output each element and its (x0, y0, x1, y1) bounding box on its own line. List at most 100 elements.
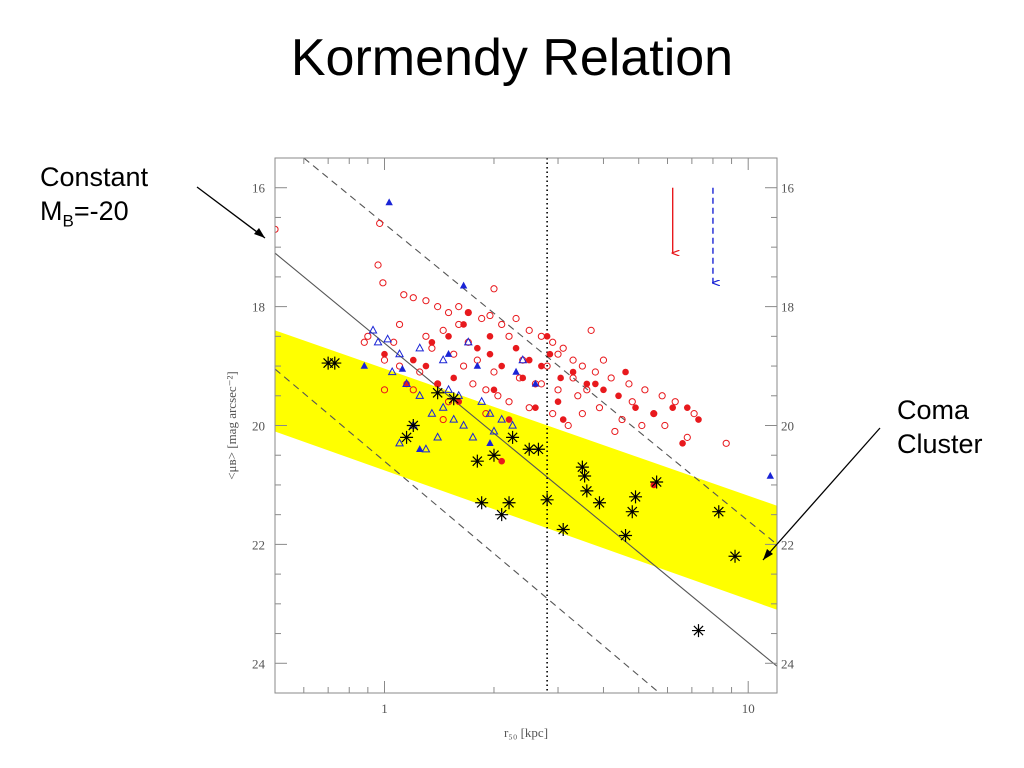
point-filled-circle (512, 344, 520, 352)
axes-layer: 16 16 18 18 20 20 22 22 24 24 1 10 r₅₀ [kpc] <μʙ> [ma… (224, 157, 795, 740)
point-open-circle (434, 303, 442, 311)
arrows-layer (673, 187, 713, 283)
point-open-circle (661, 421, 669, 430)
point-open-circle (444, 308, 453, 317)
point-filled-circle (490, 386, 498, 394)
point-star (625, 505, 639, 519)
mb-value: =-20 (73, 196, 129, 226)
point-filled-triangle (444, 349, 453, 357)
point-open-circle (455, 303, 463, 311)
cluster-label: Cluster (897, 429, 983, 459)
point-open-triangle (395, 349, 404, 358)
y-tick-label-right: 20 (781, 419, 794, 434)
point-star (406, 419, 420, 432)
point-star (470, 454, 484, 468)
point-open-triangle (421, 444, 431, 453)
point-filled-triangle (360, 361, 368, 369)
x-axis-label: r₅₀ [kpc] (504, 725, 548, 740)
point-open-circle (409, 386, 417, 394)
point-filled-circle (622, 368, 629, 376)
point-open-triangle (477, 396, 487, 405)
coma-band-layer (275, 330, 777, 610)
point-open-circle (400, 291, 408, 299)
point-open-triangle (438, 402, 448, 411)
x-tick-label: 1 (381, 701, 388, 716)
point-open-triangle (415, 390, 425, 399)
point-open-circle (364, 332, 372, 340)
point-open-circle (578, 362, 586, 370)
point-filled-triangle (531, 379, 540, 387)
point-open-circle (578, 410, 586, 418)
point-filled-triangle (459, 281, 468, 289)
point-open-circle (569, 374, 577, 382)
point-open-circle (690, 410, 698, 418)
point-open-circle (611, 427, 619, 436)
point-open-circle (525, 326, 533, 334)
point-open-triangle (444, 384, 453, 393)
point-filled-triangle (766, 471, 774, 479)
coma-cluster-annotation: Coma Cluster (897, 393, 983, 461)
point-open-circle (591, 368, 599, 376)
point-open-triangle (489, 426, 499, 435)
point-filled-circle (505, 416, 513, 423)
point-filled-circle (592, 380, 599, 388)
point-filled-circle (615, 392, 622, 400)
point-filled-circle (519, 374, 527, 382)
point-star (556, 523, 570, 537)
point-star (629, 490, 643, 504)
y-tick-label-left: 20 (252, 419, 265, 434)
point-open-circle (564, 421, 572, 430)
y-tick-label-left: 24 (252, 656, 266, 671)
point-filled-circle (632, 404, 639, 411)
point-open-circle (395, 320, 404, 329)
point-open-triangle (463, 337, 473, 346)
point-open-circle (422, 297, 430, 305)
point-filled-circle (486, 350, 494, 358)
point-filled-circle (546, 350, 554, 358)
point-open-circle (478, 314, 486, 323)
y-axis-label: <μʙ> [mag arcsec⁻²] (224, 371, 239, 480)
point-open-circle (569, 356, 577, 364)
point-filled-circle (434, 380, 441, 388)
slide-title: Kormendy Relation (290, 29, 734, 87)
point-filled-circle (538, 362, 545, 370)
point-open-triangle (449, 414, 459, 423)
point-open-triangle (427, 408, 437, 417)
point-filled-circle (486, 333, 494, 340)
mb-symbol: M (40, 196, 63, 226)
point-star (712, 505, 726, 519)
point-open-triangle (402, 378, 412, 387)
x-tick-label: 10 (742, 701, 755, 716)
point-star (328, 356, 342, 370)
point-filled-circle (569, 368, 577, 376)
point-filled-circle (650, 410, 658, 417)
point-open-triangle (508, 420, 518, 429)
point-open-triangle (373, 337, 383, 346)
point-filled-circle (683, 404, 691, 411)
coma-cluster-band (275, 330, 777, 610)
point-open-circle (549, 338, 557, 346)
point-open-circle (595, 404, 604, 412)
point-filled-circle (465, 309, 472, 316)
point-filled-circle (600, 386, 607, 394)
constant-mb-pointer (196, 186, 266, 239)
point-open-circle (380, 386, 389, 394)
point-open-triangle (468, 432, 478, 441)
point-open-circle (512, 314, 520, 323)
point-open-circle (587, 326, 595, 334)
point-star (619, 528, 633, 542)
point-filled-triangle (486, 439, 494, 447)
mb-subscript: B (62, 211, 74, 231)
point-open-circle (428, 344, 436, 352)
point-open-triangle (368, 325, 378, 334)
point-filled-triangle (512, 367, 520, 375)
point-open-circle (525, 404, 533, 412)
coma-label: Coma (897, 395, 970, 425)
point-open-circle (625, 380, 633, 388)
point-filled-circle (381, 350, 388, 358)
constant-mb-annotation: Constant MB=-20 (40, 160, 148, 238)
point-filled-triangle (398, 364, 407, 372)
y-tick-label-left: 18 (252, 300, 265, 315)
y-tick-label-left: 22 (252, 537, 265, 552)
